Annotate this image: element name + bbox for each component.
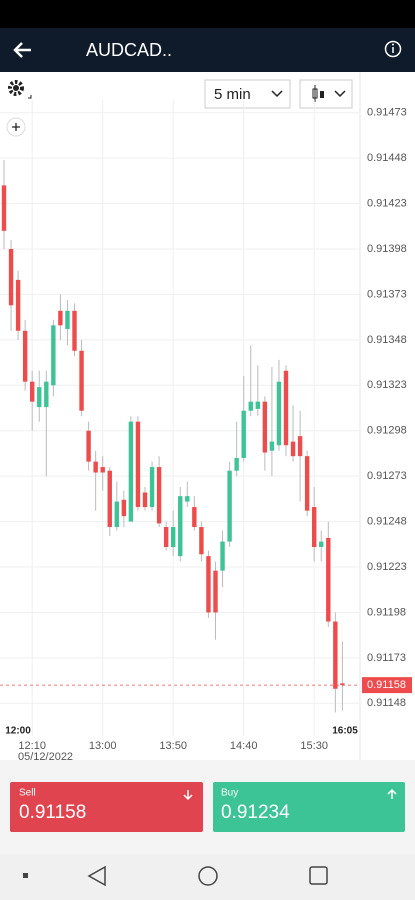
- candle-body: [319, 541, 324, 548]
- nav-menu[interactable]: [23, 873, 28, 878]
- nav-bar: [0, 855, 415, 900]
- candle-body: [192, 507, 197, 528]
- candle-body: [283, 370, 289, 446]
- interval-label: 5 min: [214, 86, 251, 103]
- candle-body: [44, 381, 49, 408]
- candle-body: [213, 570, 218, 613]
- candle-body: [142, 492, 148, 508]
- candle-body: [37, 387, 42, 408]
- sell-price: 0.91158: [19, 802, 86, 823]
- buy-price: 0.91234: [221, 802, 290, 823]
- candle-body: [206, 556, 211, 613]
- buy-button[interactable]: Buy 0.91234: [213, 782, 405, 832]
- y-tick-label: 0.91173: [367, 652, 406, 664]
- nav-home[interactable]: [198, 866, 218, 886]
- candle-body: [114, 501, 119, 528]
- x-tick-label: 13:00: [89, 740, 117, 752]
- candle-body: [79, 350, 84, 411]
- interval-dropdown[interactable]: 5 min: [204, 79, 291, 109]
- candle-body: [100, 467, 105, 473]
- candle-body: [276, 381, 282, 446]
- x-tick-label: 12:10: [18, 740, 46, 752]
- candle-body: [340, 683, 345, 686]
- candle-body: [30, 381, 35, 402]
- candle-body: [22, 330, 28, 382]
- plot: 0.91473 0.91448 0.91423 0.91398 0.91373 0.913…: [0, 72, 415, 763]
- y-tick-label: 0.91473: [367, 107, 407, 119]
- y-tick-label: 0.91298: [367, 425, 407, 437]
- y-tick-label: 0.91373: [367, 288, 407, 300]
- candle-body: [185, 496, 190, 502]
- back-button[interactable]: [13, 42, 31, 58]
- range-end: 16:05: [332, 726, 358, 737]
- candle-body: [178, 496, 183, 557]
- candle-body: [65, 310, 70, 329]
- info-button[interactable]: [384, 40, 402, 58]
- candle-body: [135, 421, 141, 508]
- settings-button[interactable]: [8, 80, 32, 99]
- candle-body: [269, 441, 275, 451]
- nav-recents[interactable]: [309, 866, 328, 885]
- y-tick-label: 0.91398: [367, 243, 407, 255]
- candle-body: [1, 185, 7, 231]
- candle-body: [156, 467, 162, 524]
- candle-body: [58, 310, 63, 326]
- status-bar: [0, 0, 415, 28]
- candle-body: [8, 249, 14, 306]
- candle-body: [312, 507, 317, 548]
- candle-body: [234, 457, 239, 471]
- candle-body: [72, 310, 77, 351]
- chart-type-dropdown[interactable]: [299, 79, 353, 109]
- candle-body: [107, 470, 112, 528]
- y-tick-label: 0.91223: [367, 561, 407, 573]
- x-tick-label: 13:50: [159, 740, 187, 752]
- date-label: 05/12/2022: [18, 751, 73, 763]
- sell-label: Sell: [19, 788, 36, 799]
- candle-body: [227, 470, 232, 542]
- zoom-button[interactable]: [6, 117, 26, 137]
- candle-body: [149, 467, 155, 508]
- y-tick-label: 0.91423: [367, 197, 407, 209]
- candle-body: [326, 537, 331, 622]
- candle-body: [199, 527, 204, 555]
- candle-body: [163, 527, 169, 548]
- y-tick-label: 0.91348: [367, 334, 407, 346]
- last-price-box: [362, 677, 412, 694]
- candle-body: [241, 410, 246, 458]
- candle-body: [333, 621, 338, 689]
- candle-body: [93, 461, 98, 473]
- candle-body: [304, 456, 310, 511]
- candle-body: [121, 499, 127, 517]
- last-price-label: 0.91158: [367, 679, 406, 691]
- candle-body: [248, 401, 253, 411]
- y-tick-label: 0.91248: [367, 515, 407, 527]
- candle-body: [171, 527, 176, 548]
- y-tick-label: 0.91198: [367, 606, 406, 618]
- y-tick-label: 0.91323: [367, 379, 407, 391]
- nav-back[interactable]: [87, 865, 106, 887]
- candle-body: [86, 430, 91, 462]
- axis-strip: [360, 72, 415, 736]
- buy-label: Buy: [221, 788, 238, 799]
- y-tick-label: 0.91148: [367, 697, 406, 709]
- range-start: 12:00: [5, 726, 31, 737]
- symbol-title: AUDCAD..: [86, 40, 172, 60]
- candle-body: [15, 279, 21, 331]
- x-tick-label: 15:30: [300, 740, 328, 752]
- header: [0, 28, 415, 72]
- y-tick-label: 0.91448: [367, 152, 407, 164]
- y-tick-label: 0.91273: [367, 470, 407, 482]
- candle-body: [255, 401, 260, 409]
- candle-body: [51, 325, 56, 386]
- sell-button[interactable]: Sell 0.91158: [10, 782, 203, 832]
- candle-body: [220, 541, 225, 571]
- candle-body: [297, 436, 303, 457]
- candle-body: [290, 441, 296, 457]
- candle-body: [262, 401, 268, 453]
- candle-body: [128, 421, 134, 522]
- x-tick-label: 14:40: [230, 740, 258, 752]
